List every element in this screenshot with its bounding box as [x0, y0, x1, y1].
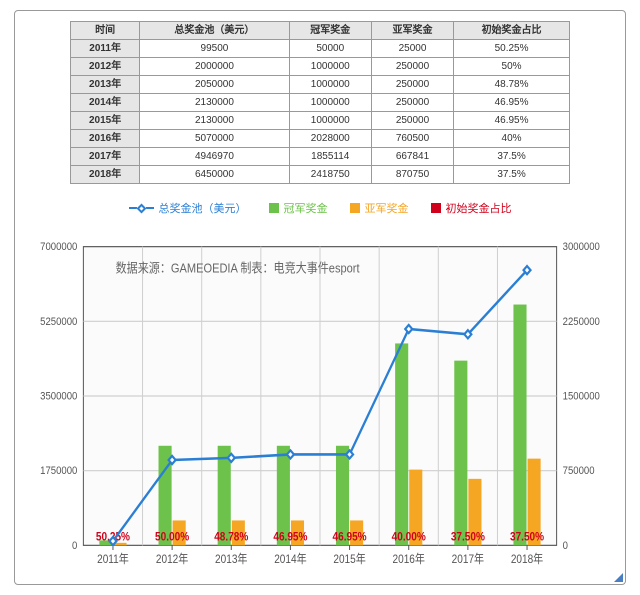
- combo-chart: 0 0 1750000 750000 3500000 1500000 5250000 2250…: [27, 228, 613, 578]
- svg-text:37.50%: 37.50%: [451, 531, 485, 544]
- table-cell: 2000000: [140, 58, 289, 76]
- table-row: 2011年99500500002500050.25%: [71, 40, 570, 58]
- table-cell: 46.95%: [454, 112, 570, 130]
- table-cell: 48.78%: [454, 76, 570, 94]
- table-cell: 2028000: [289, 130, 371, 148]
- svg-text:2011年: 2011年: [97, 551, 129, 566]
- svg-text:46.95%: 46.95%: [333, 531, 367, 544]
- svg-text:0: 0: [72, 540, 78, 552]
- svg-text:1750000: 1750000: [40, 466, 77, 478]
- table-header: 初始奖金占比: [454, 22, 570, 40]
- table-row: 2017年4946970185511466784137.5%: [71, 148, 570, 166]
- table-cell: 37.5%: [454, 166, 570, 184]
- legend-item: 冠军奖金: [269, 200, 328, 216]
- table-cell: 760500: [371, 130, 453, 148]
- table-cell: 250000: [371, 94, 453, 112]
- table-cell: 1855114: [289, 148, 371, 166]
- table-row: 2015年2130000100000025000046.95%: [71, 112, 570, 130]
- legend-label: 亚军奖金: [365, 200, 409, 216]
- table-header: 时间: [71, 22, 140, 40]
- table-row: 2012年2000000100000025000050%: [71, 58, 570, 76]
- chart-panel: 时间总奖金池（美元）冠军奖金亚军奖金初始奖金占比 2011年9950050000…: [14, 10, 626, 585]
- table-cell: 2011年: [71, 40, 140, 58]
- legend: 总奖金池（美元） 冠军奖金 亚军奖金 初始奖金占比: [27, 200, 613, 216]
- table-cell: 667841: [371, 148, 453, 166]
- table-cell: 2130000: [140, 112, 289, 130]
- table-cell: 250000: [371, 112, 453, 130]
- table-cell: 37.5%: [454, 148, 570, 166]
- svg-text:750000: 750000: [563, 466, 595, 478]
- table-header: 冠军奖金: [289, 22, 371, 40]
- table-row: 2016年5070000202800076050040%: [71, 130, 570, 148]
- svg-text:50.00%: 50.00%: [155, 531, 189, 544]
- table-cell: 1000000: [289, 58, 371, 76]
- table-cell: 1000000: [289, 94, 371, 112]
- table-cell: 5070000: [140, 130, 289, 148]
- table-cell: 4946970: [140, 148, 289, 166]
- svg-text:40.00%: 40.00%: [392, 531, 426, 544]
- swatch-icon: [350, 203, 360, 213]
- svg-text:2016年: 2016年: [393, 551, 426, 566]
- legend-label: 总奖金池（美元）: [159, 200, 247, 216]
- svg-text:2013年: 2013年: [215, 551, 248, 566]
- table-cell: 250000: [371, 76, 453, 94]
- table-cell: 46.95%: [454, 94, 570, 112]
- table-cell: 2012年: [71, 58, 140, 76]
- legend-item: 亚军奖金: [350, 200, 409, 216]
- legend-label: 冠军奖金: [284, 200, 328, 216]
- table-header: 总奖金池（美元）: [140, 22, 289, 40]
- legend-item: 总奖金池（美元）: [129, 200, 247, 216]
- table-cell: 1000000: [289, 112, 371, 130]
- table-cell: 2130000: [140, 94, 289, 112]
- svg-text:37.50%: 37.50%: [510, 531, 544, 544]
- table-cell: 2018年: [71, 166, 140, 184]
- table-cell: 50.25%: [454, 40, 570, 58]
- svg-text:1500000: 1500000: [563, 391, 600, 403]
- table-cell: 6450000: [140, 166, 289, 184]
- svg-text:46.95%: 46.95%: [273, 531, 307, 544]
- svg-text:48.78%: 48.78%: [214, 531, 248, 544]
- table-cell: 870750: [371, 166, 453, 184]
- table-row: 2018年6450000241875087075037.5%: [71, 166, 570, 184]
- line-marker-icon: [129, 205, 154, 212]
- table-row: 2014年2130000100000025000046.95%: [71, 94, 570, 112]
- table-cell: 2418750: [289, 166, 371, 184]
- svg-text:5250000: 5250000: [40, 316, 77, 328]
- svg-text:2014年: 2014年: [274, 551, 307, 566]
- svg-text:2015年: 2015年: [333, 551, 366, 566]
- svg-text:2017年: 2017年: [452, 551, 485, 566]
- table-cell: 2014年: [71, 94, 140, 112]
- table-row: 2013年2050000100000025000048.78%: [71, 76, 570, 94]
- svg-text:数据来源：GAMEOEDIA 制表：电竞大事件esport: 数据来源：GAMEOEDIA 制表：电竞大事件esport: [116, 259, 361, 275]
- table-header: 亚军奖金: [371, 22, 453, 40]
- svg-text:2018年: 2018年: [511, 551, 544, 566]
- legend-item: 初始奖金占比: [431, 200, 512, 216]
- table-cell: 50%: [454, 58, 570, 76]
- svg-text:2012年: 2012年: [156, 551, 189, 566]
- table-cell: 25000: [371, 40, 453, 58]
- svg-text:3000000: 3000000: [563, 242, 600, 254]
- table-cell: 40%: [454, 130, 570, 148]
- table-cell: 2015年: [71, 112, 140, 130]
- svg-text:0: 0: [563, 540, 569, 552]
- table-cell: 250000: [371, 58, 453, 76]
- swatch-icon: [431, 203, 441, 213]
- legend-label: 初始奖金占比: [446, 200, 512, 216]
- svg-text:2250000: 2250000: [563, 316, 600, 328]
- table-cell: 50000: [289, 40, 371, 58]
- table-cell: 2050000: [140, 76, 289, 94]
- data-table: 时间总奖金池（美元）冠军奖金亚军奖金初始奖金占比 2011年9950050000…: [70, 21, 570, 184]
- swatch-icon: [269, 203, 279, 213]
- svg-text:3500000: 3500000: [40, 391, 77, 403]
- table-cell: 99500: [140, 40, 289, 58]
- table-cell: 2016年: [71, 130, 140, 148]
- svg-text:7000000: 7000000: [40, 242, 77, 254]
- table-cell: 1000000: [289, 76, 371, 94]
- table-cell: 2013年: [71, 76, 140, 94]
- corner-handle-icon: [614, 573, 623, 582]
- table-cell: 2017年: [71, 148, 140, 166]
